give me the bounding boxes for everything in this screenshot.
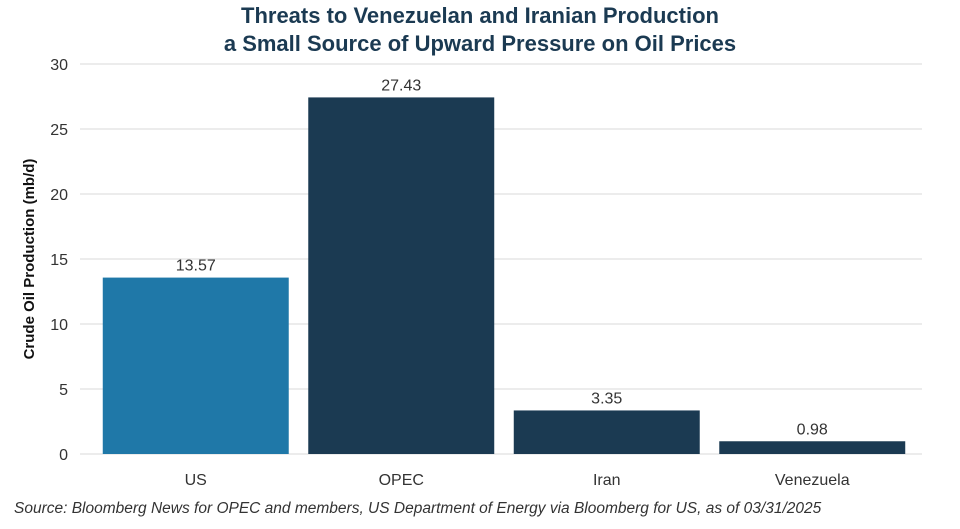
x-axis-ticks: US OPEC Iran Venezuela <box>185 472 850 489</box>
x-tick-label: Iran <box>593 472 621 489</box>
chart-title-line-1: Threats to Venezuelan and Iranian Produc… <box>241 3 719 28</box>
value-label: 3.35 <box>591 390 622 407</box>
y-tick-label: 10 <box>50 317 68 334</box>
x-tick-label: Venezuela <box>775 472 850 489</box>
y-axis-ticks: 0 5 10 15 20 25 30 <box>50 57 68 464</box>
y-tick-label: 30 <box>50 57 68 74</box>
bar-iran <box>513 410 700 454</box>
x-tick-label: US <box>185 472 207 489</box>
value-label: 13.57 <box>176 258 216 275</box>
y-tick-label: 20 <box>50 187 68 204</box>
bars <box>102 97 906 454</box>
bar-venezuela <box>719 441 906 454</box>
y-tick-label: 25 <box>50 122 68 139</box>
value-label: 0.98 <box>797 421 828 438</box>
source-note: Source: Bloomberg News for OPEC and memb… <box>14 500 822 517</box>
bar-opec <box>308 97 495 454</box>
y-tick-label: 15 <box>50 252 68 269</box>
chart-title-line-2: a Small Source of Upward Pressure on Oil… <box>223 31 737 56</box>
value-label: 27.43 <box>381 77 421 94</box>
bar-us <box>102 277 289 454</box>
y-axis-label: Crude Oil Production (mb/d) <box>21 159 38 360</box>
chart-title: Threats to Venezuelan and Iranian Produc… <box>0 2 960 58</box>
y-tick-label: 0 <box>59 447 68 464</box>
x-tick-label: OPEC <box>379 472 424 489</box>
value-labels: 13.57 27.43 3.35 0.98 <box>176 77 828 438</box>
y-tick-label: 5 <box>59 382 68 399</box>
